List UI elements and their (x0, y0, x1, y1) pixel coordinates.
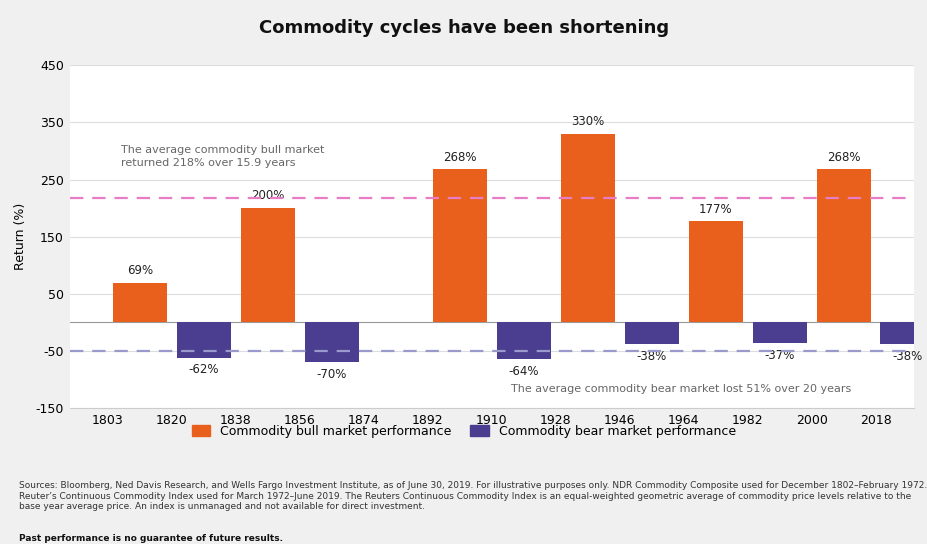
Bar (752, 322, 806, 343)
Text: 268%: 268% (442, 151, 476, 164)
Text: 268%: 268% (826, 151, 859, 164)
Bar (432, 169, 487, 322)
Text: -38%: -38% (636, 350, 667, 363)
Text: -62%: -62% (188, 363, 219, 376)
Text: -70%: -70% (316, 368, 347, 381)
Bar (816, 169, 870, 322)
Text: 177%: 177% (698, 202, 731, 215)
Text: -64%: -64% (508, 364, 539, 378)
Text: Commodity cycles have been shortening: Commodity cycles have been shortening (259, 19, 668, 37)
Text: Past performance is no guarantee of future results.: Past performance is no guarantee of futu… (19, 534, 282, 543)
Text: -38%: -38% (892, 350, 921, 363)
Y-axis label: Return (%): Return (%) (14, 203, 27, 270)
Text: -37%: -37% (764, 349, 794, 362)
Text: The average commodity bull market
returned 218% over 15.9 years: The average commodity bull market return… (121, 145, 324, 168)
Text: The average commodity bear market lost 51% over 20 years: The average commodity bear market lost 5… (511, 384, 850, 394)
Text: 200%: 200% (251, 189, 285, 202)
Text: Sources: Bloomberg, Ned Davis Research, and Wells Fargo Investment Institute, as: Sources: Bloomberg, Ned Davis Research, … (19, 481, 926, 511)
Text: 330%: 330% (570, 115, 603, 128)
Bar (304, 322, 359, 362)
Bar (560, 134, 615, 322)
Bar (113, 283, 167, 322)
Bar (880, 322, 927, 344)
Bar (624, 322, 679, 344)
Text: 69%: 69% (127, 264, 153, 277)
Bar (496, 322, 551, 359)
Bar (176, 322, 231, 358)
Legend: Commodity bull market performance, Commodity bear market performance: Commodity bull market performance, Commo… (186, 419, 741, 443)
Bar (240, 208, 295, 322)
Bar (688, 221, 743, 322)
